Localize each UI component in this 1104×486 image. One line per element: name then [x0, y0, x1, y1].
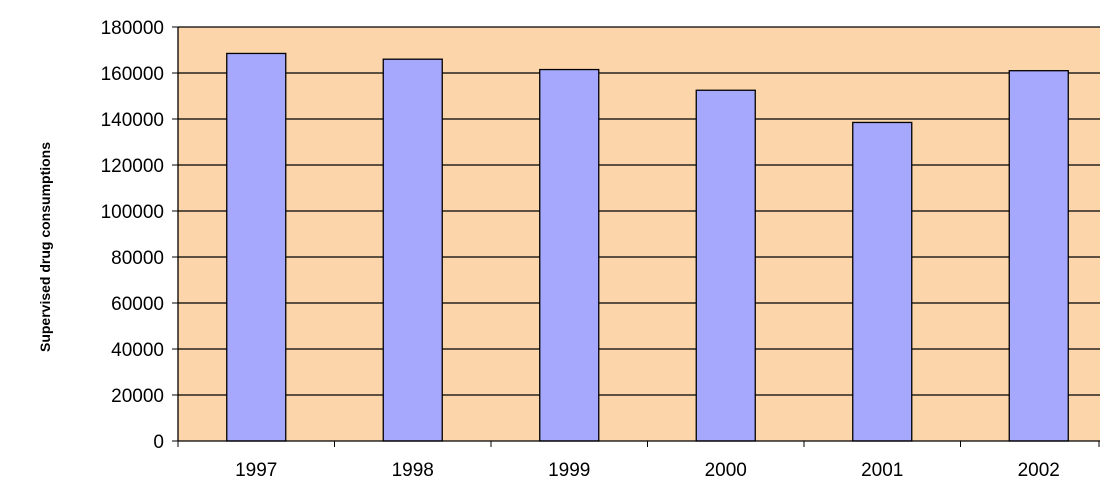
- y-tick-label: 140000: [101, 110, 164, 131]
- y-tick-label: 120000: [101, 156, 164, 177]
- y-tick-label: 80000: [111, 248, 164, 269]
- x-tick-label: 2002: [1018, 460, 1060, 481]
- x-tick-label: 1997: [235, 460, 277, 481]
- y-tick-label: 160000: [101, 64, 164, 85]
- y-tick-label: 40000: [111, 340, 164, 361]
- y-axis-tick-labels: 0 20000 40000 60000 80000 100000 120000 140000 1…: [101, 18, 164, 453]
- bar-2000: [695, 89, 756, 442]
- x-tick-label: 2000: [705, 460, 747, 481]
- bar-1997: [226, 52, 287, 442]
- bar-1998: [382, 58, 443, 442]
- y-axis-title: Supervised drug consumptions: [37, 142, 53, 352]
- x-tick-label: 1998: [392, 460, 434, 481]
- axes: [172, 26, 1100, 447]
- y-tick-label: 180000: [101, 18, 164, 39]
- y-tick-label: 100000: [101, 202, 164, 223]
- bar-2002: [1008, 70, 1069, 442]
- y-tick-label: 20000: [111, 386, 164, 407]
- bar-1999: [539, 68, 600, 442]
- x-tick-label: 1999: [548, 460, 590, 481]
- x-tick-label: 2001: [861, 460, 903, 481]
- gridlines: [178, 26, 1100, 396]
- bar-series: [226, 52, 1069, 442]
- bar-2001: [852, 121, 913, 442]
- y-tick-label: 60000: [111, 294, 164, 315]
- plot-area: [178, 27, 1100, 441]
- x-axis-tick-labels: 1997 1998 1999 2000 2001 2002: [235, 460, 1060, 481]
- y-tick-label: 0: [153, 432, 164, 453]
